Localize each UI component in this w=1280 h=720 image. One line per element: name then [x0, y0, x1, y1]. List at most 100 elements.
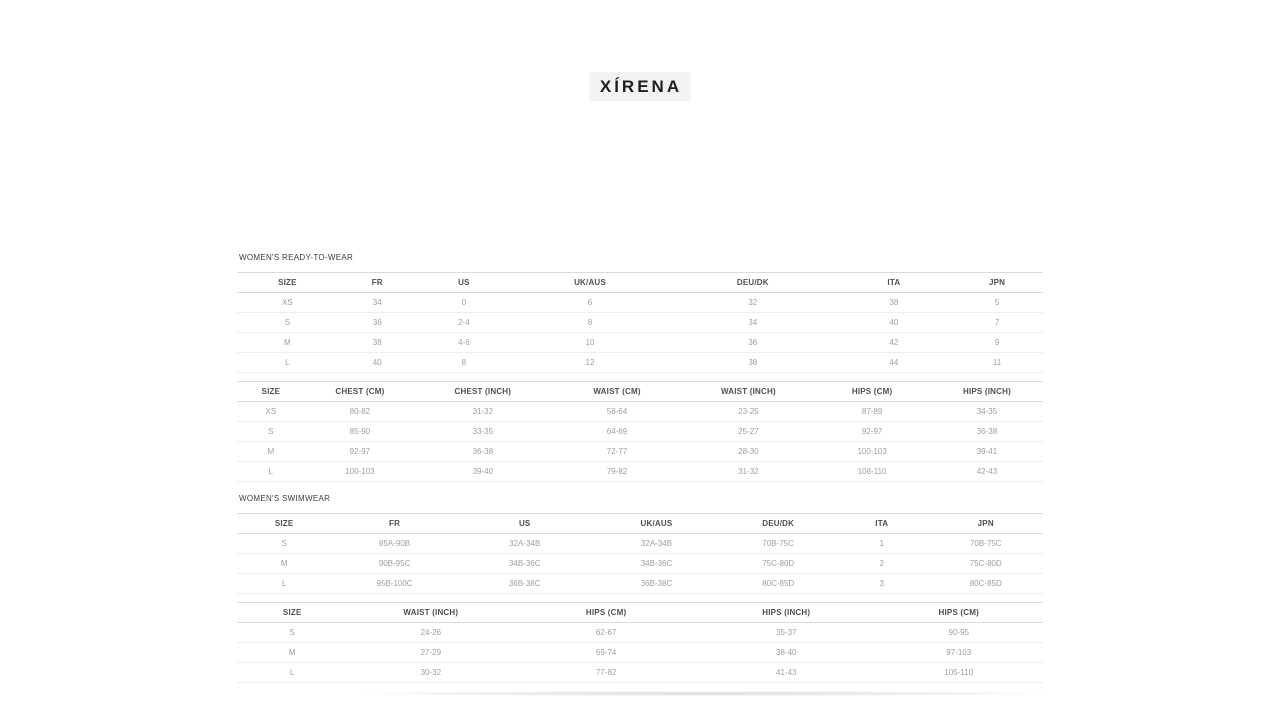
- table-row: L 40 8 12 38 44 11: [237, 352, 1043, 373]
- table-header-row: SIZE CHEST (CM) CHEST (INCH) WAIST (CM) WAIS…: [237, 381, 1043, 402]
- table-header-row: SIZE FR US UK/AUS DEU/DK ITA JPN: [237, 513, 1043, 534]
- brand-logo: XÍRENA: [588, 72, 692, 101]
- table-cell: 40: [337, 352, 417, 373]
- table-cell: 32A-34B: [457, 533, 592, 554]
- table-cell: 35-37: [698, 622, 875, 643]
- column-header: JPN: [951, 272, 1043, 293]
- section-tables: SIZE FR US UK/AUS DEU/DK ITA JPN XS 34 0 6 32 38 5 S 36…: [237, 272, 1043, 482]
- size-guide-content: WOMEN'S READY-TO-WEAR SIZE FR US UK/AUS DEU/…: [237, 101, 1043, 696]
- table-cell: 39-40: [415, 461, 551, 482]
- table-row: M 90B-95C 34B-36C 34B-36C 75C-80D 2 75C-80D: [237, 553, 1043, 574]
- table-cell: 36-38: [415, 441, 551, 462]
- table-cell: M: [237, 441, 305, 462]
- table-cell: 64-69: [550, 421, 684, 442]
- section-swimwear: WOMEN'S SWIMWEAR SIZE FR US UK/AUS DEU/DK ITA…: [237, 494, 1043, 683]
- table-cell: 72-77: [550, 441, 684, 462]
- table-cell: 80-82: [304, 401, 416, 422]
- table-cell: S: [237, 421, 305, 442]
- table-cell: 95B-100C: [331, 573, 458, 594]
- table-row: M 92-97 36-38 72-77 28-30 100-103 39-41: [237, 441, 1043, 462]
- table-cell: 62-67: [514, 622, 699, 643]
- table-cell: 77-82: [514, 662, 699, 683]
- column-header: WAIST (CM): [550, 381, 684, 402]
- table-cell: 30-32: [347, 662, 515, 683]
- table-cell: 92-97: [304, 441, 416, 462]
- size-table: SIZE FR US UK/AUS DEU/DK ITA JPN S 85A-90B 32A-34…: [237, 513, 1043, 594]
- table-cell: 39-41: [930, 441, 1043, 462]
- column-header: DEU/DK: [669, 272, 837, 293]
- table-row: XS 34 0 6 32 38 5: [237, 292, 1043, 313]
- table-cell: 105-110: [874, 662, 1043, 683]
- table-cell: 41-43: [698, 662, 875, 683]
- section-ready-to-wear: WOMEN'S READY-TO-WEAR SIZE FR US UK/AUS DEU/…: [237, 253, 1043, 482]
- table-cell: 6: [511, 292, 669, 313]
- table-row: S 85-90 33-35 64-69 25-27 92-97 36-38: [237, 421, 1043, 442]
- table-cell: L: [237, 573, 332, 594]
- column-header: DEU/DK: [721, 513, 836, 534]
- table-cell: 58-64: [550, 401, 684, 422]
- table-cell: 85A-90B: [331, 533, 458, 554]
- column-header: HIPS (INCH): [930, 381, 1043, 402]
- table-cell: 97-103: [874, 642, 1043, 663]
- table-cell: 36: [337, 312, 417, 333]
- column-header: ITA: [835, 513, 929, 534]
- column-header: SIZE: [237, 513, 332, 534]
- size-table: SIZE WAIST (INCH) HIPS (CM) HIPS (INCH) HIPS…: [237, 602, 1043, 683]
- column-header: SIZE: [237, 381, 305, 402]
- table-cell: 36: [669, 332, 837, 353]
- table-cell: 36-38: [930, 421, 1043, 442]
- table-row: M 27-29 69-74 38-40 97-103: [237, 642, 1043, 663]
- table-cell: 7: [951, 312, 1043, 333]
- table-header-row: SIZE WAIST (INCH) HIPS (CM) HIPS (INCH) HIPS…: [237, 602, 1043, 623]
- table-cell: 31-32: [415, 401, 551, 422]
- table-cell: 38-40: [698, 642, 875, 663]
- table-cell: 31-32: [683, 461, 814, 482]
- table-cell: 36B-38C: [591, 573, 722, 594]
- table-cell: 90B-95C: [331, 553, 458, 574]
- table-cell: 32A-34B: [591, 533, 722, 554]
- table-cell: 11: [951, 352, 1043, 373]
- bottom-shadow: [365, 691, 1043, 696]
- table-cell: 2-4: [416, 312, 512, 333]
- column-header: WAIST (INCH): [683, 381, 814, 402]
- table-row: L 30-32 77-82 41-43 105-110: [237, 662, 1043, 683]
- table-cell: 9: [951, 332, 1043, 353]
- table-cell: 80C-85D: [928, 573, 1043, 594]
- table-row: S 36 2-4 8 34 40 7: [237, 312, 1043, 333]
- table-cell: S: [237, 312, 338, 333]
- table-cell: 44: [836, 352, 952, 373]
- column-header: HIPS (CM): [813, 381, 931, 402]
- table-row: XS 80-82 31-32 58-64 23-25 87-89 34-35: [237, 401, 1043, 422]
- table-cell: 108-110: [813, 461, 931, 482]
- column-header: SIZE: [237, 272, 338, 293]
- table-cell: 87-89: [813, 401, 931, 422]
- section-title-swimwear: WOMEN'S SWIMWEAR: [239, 494, 331, 503]
- table-cell: 34B-36C: [591, 553, 722, 574]
- table-cell: L: [237, 461, 305, 482]
- table-cell: XS: [237, 292, 338, 313]
- table-cell: 28-30: [683, 441, 814, 462]
- table-cell: 42-43: [930, 461, 1043, 482]
- column-header: CHEST (CM): [304, 381, 416, 402]
- table-cell: 75C-80D: [928, 553, 1043, 574]
- header: XÍRENA: [0, 0, 1280, 101]
- table-cell: 4-6: [416, 332, 512, 353]
- table-row: L 100-103 39-40 79-82 31-32 108-110 42-43: [237, 461, 1043, 482]
- column-header: HIPS (INCH): [698, 602, 875, 623]
- column-header: US: [457, 513, 592, 534]
- table-cell: 42: [836, 332, 952, 353]
- table-header-row: SIZE FR US UK/AUS DEU/DK ITA JPN: [237, 272, 1043, 293]
- table-cell: 34-35: [930, 401, 1043, 422]
- table-cell: 1: [835, 533, 929, 554]
- table-cell: L: [237, 662, 348, 683]
- table-cell: 3: [835, 573, 929, 594]
- table-cell: 92-97: [813, 421, 931, 442]
- table-cell: M: [237, 553, 332, 574]
- column-header: HIPS (CM): [514, 602, 699, 623]
- column-header: JPN: [928, 513, 1043, 534]
- table-cell: 27-29: [347, 642, 515, 663]
- table-cell: 38: [337, 332, 417, 353]
- table-cell: 75C-80D: [721, 553, 836, 574]
- column-header: UK/AUS: [511, 272, 669, 293]
- table-row: M 38 4-6 10 36 42 9: [237, 332, 1043, 353]
